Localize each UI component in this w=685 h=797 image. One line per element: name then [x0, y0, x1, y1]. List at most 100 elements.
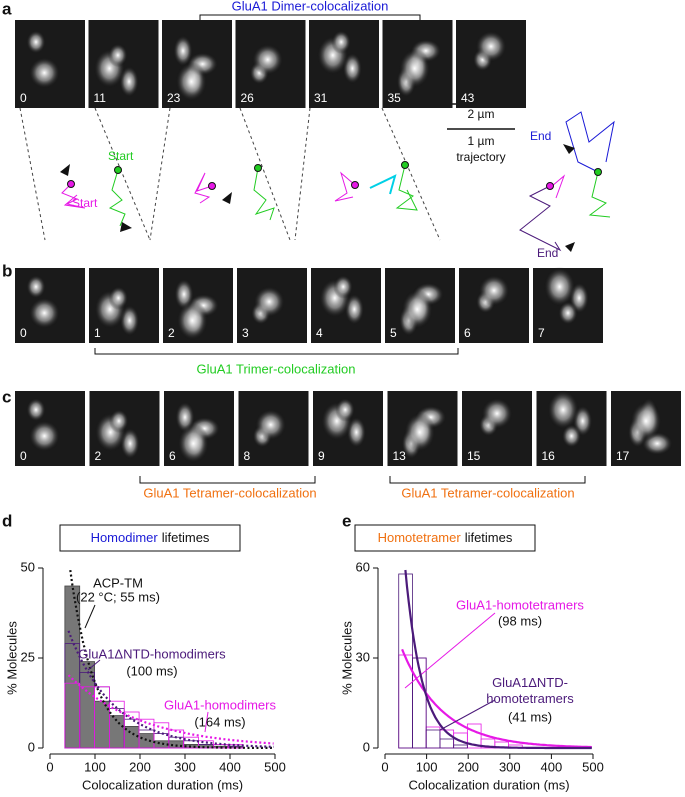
frame-label: 0 — [20, 91, 27, 105]
spot — [398, 48, 431, 89]
panel-label: c — [2, 387, 11, 406]
spot — [253, 285, 286, 318]
frame-label: 0 — [20, 326, 27, 340]
annotation-line — [204, 711, 209, 733]
y-axis-label: % Molecules — [339, 621, 354, 695]
frame-label: 23 — [167, 91, 181, 105]
frame-label: 26 — [241, 91, 255, 105]
series-annotation: (100 ms) — [126, 663, 177, 678]
y-tick-label: 50 — [21, 559, 35, 574]
spot — [478, 274, 510, 307]
frame-label: 6 — [464, 326, 471, 340]
series-label: ACP-TM — [93, 575, 143, 590]
x-tick-label: 0 — [381, 759, 388, 774]
track-label: End — [537, 246, 558, 260]
spot — [547, 389, 580, 430]
spot — [331, 30, 352, 54]
histogram-bar — [439, 738, 455, 749]
fit-curve — [69, 569, 274, 750]
chart-title: Homodimer lifetimes — [91, 530, 210, 545]
frame-label: 16 — [542, 449, 556, 463]
annotation-line — [87, 659, 101, 671]
frame-label: 17 — [616, 449, 630, 463]
histogram-bar — [466, 723, 482, 749]
series-label-part: homotetramers — [486, 691, 574, 706]
frame-label: 11 — [94, 91, 107, 105]
title-box — [354, 524, 536, 552]
frame-label: 0 — [20, 449, 27, 463]
frame-label: 5 — [390, 326, 397, 340]
spot — [254, 408, 287, 441]
bracket — [139, 476, 316, 484]
annotation-line — [404, 612, 496, 689]
series-label: GluA1-homotetramers — [456, 597, 584, 612]
x-tick-label: 0 — [46, 759, 53, 774]
x-tick-label: 500 — [264, 759, 286, 774]
x-tick-label: 100 — [84, 759, 106, 774]
frame-label: 7 — [538, 326, 545, 340]
series-annotation: (22 °C; 55 ms) — [76, 589, 160, 604]
fit-curve — [67, 674, 274, 745]
scale-label: 1 µm — [468, 134, 495, 148]
track-label: End — [530, 129, 551, 143]
panel-label: e — [342, 511, 351, 530]
histogram-bar — [94, 700, 110, 749]
spot — [558, 301, 578, 325]
frame-label: 8 — [244, 449, 251, 463]
scale-label: 2 µm — [468, 107, 495, 121]
annotation-line — [84, 604, 96, 629]
y-tick-label: 0 — [363, 739, 370, 754]
histogram-bar — [79, 661, 95, 749]
track-label: Start — [72, 196, 98, 210]
bracket — [389, 476, 586, 484]
frame-label: 6 — [169, 449, 176, 463]
histogram-bar — [138, 733, 155, 749]
x-tick-label: 100 — [416, 759, 438, 774]
frame-label: 43 — [461, 91, 475, 105]
spot — [475, 30, 507, 63]
spot — [403, 412, 436, 453]
spot — [176, 300, 209, 341]
fit-curve — [404, 569, 592, 750]
x-tick-label: 200 — [457, 759, 479, 774]
track-markers — [60, 144, 602, 252]
title-part: lifetimes — [162, 530, 210, 545]
x-tick-label: 500 — [582, 759, 604, 774]
spot — [401, 289, 434, 330]
spot — [28, 297, 61, 329]
bracket — [94, 348, 459, 355]
histogram-bar — [398, 573, 413, 749]
x-axis-label: Colocalization duration (ms) — [82, 777, 243, 792]
x-tick-label: 400 — [219, 759, 241, 774]
bracket-label: GluA1 Dimer-colocalization — [232, 0, 389, 13]
x-tick-label: 400 — [541, 759, 563, 774]
frame-label: 4 — [316, 326, 323, 340]
frame-label: 9 — [318, 449, 325, 463]
series-annotation: (98 ms) — [498, 613, 542, 628]
spot — [177, 423, 210, 464]
x-tick-label: 300 — [174, 759, 196, 774]
spot — [543, 266, 576, 307]
spot — [108, 286, 129, 310]
frame-label: 15 — [467, 449, 481, 463]
spot — [28, 420, 61, 452]
frame-label: 13 — [393, 449, 407, 463]
track-label: Start — [108, 149, 134, 163]
series-label-part: GluA1ΔNTD- — [492, 675, 568, 690]
panel-label: a — [2, 0, 12, 18]
spot — [561, 424, 582, 448]
spot — [107, 43, 128, 68]
fit-curve — [67, 630, 274, 748]
frame-label: 35 — [388, 91, 402, 105]
bracket — [199, 14, 421, 21]
bracket-label: GluA1 Tetramer-colocalization — [143, 485, 316, 500]
series-label: GluA1-homodimers — [164, 697, 276, 712]
frame-label: 31 — [314, 91, 328, 105]
chart-title: Homotetramer lifetimes — [378, 530, 513, 545]
panel-label: b — [2, 261, 12, 280]
spot — [26, 30, 46, 54]
histogram-bar — [198, 744, 214, 749]
series-label: GluA1ΔNTD-homodimers — [78, 646, 226, 661]
panel-label: d — [2, 511, 12, 530]
frame-label: 3 — [242, 326, 249, 340]
